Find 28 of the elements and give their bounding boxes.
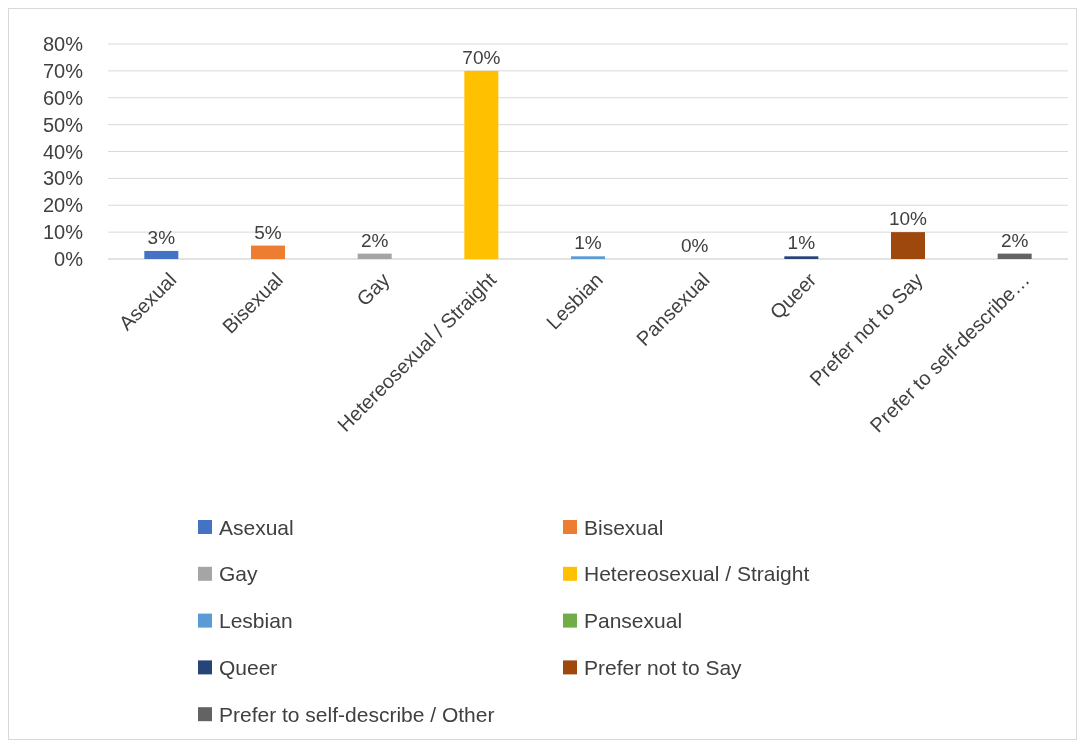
- legend-label: Hetereosexual / Straight: [584, 562, 810, 586]
- y-tick-label: 20%: [42, 194, 84, 217]
- data-label: 0%: [680, 235, 709, 256]
- legend-label: Gay: [219, 562, 259, 586]
- y-tick-label: 70%: [42, 59, 84, 82]
- data-label: 2%: [360, 229, 389, 251]
- legend-label: Asexual: [219, 515, 294, 539]
- y-tick-label: 80%: [42, 33, 84, 55]
- data-label: 5%: [254, 221, 282, 243]
- y-tick-label: 50%: [42, 113, 84, 136]
- data-label: 3%: [147, 226, 176, 248]
- legend-label: Bisexual: [584, 515, 664, 539]
- y-tick-label: 40%: [42, 140, 84, 163]
- legend-label: Lesbian: [219, 609, 293, 633]
- data-label: 1%: [574, 232, 602, 254]
- data-label: 70%: [462, 46, 501, 68]
- x-tick-label: Gay: [352, 268, 394, 310]
- y-tick-label: 60%: [42, 86, 84, 109]
- legend-label: Queer: [219, 655, 278, 679]
- legend-label: Prefer not to Say: [584, 655, 743, 679]
- y-tick-label: 10%: [42, 221, 84, 244]
- legend-label: Pansexual: [584, 609, 683, 633]
- data-label: 2%: [1000, 229, 1029, 251]
- y-tick-label: 30%: [42, 167, 84, 190]
- data-label: 1%: [787, 232, 816, 254]
- data-label: 10%: [888, 208, 928, 230]
- legend-label: Prefer to self-describe / Other: [219, 702, 495, 726]
- y-tick-label: 0%: [54, 248, 84, 270]
